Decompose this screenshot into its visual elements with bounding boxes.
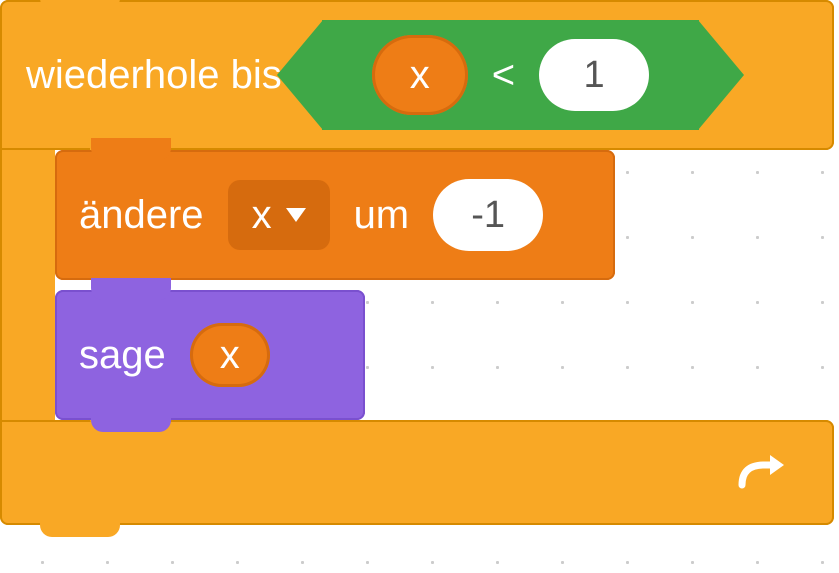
variable-dropdown[interactable]: x (228, 180, 330, 250)
block-notch-out (40, 515, 120, 537)
say-block[interactable]: sage x (55, 290, 365, 420)
block-notch-in (91, 278, 171, 300)
comparison-value: 1 (583, 54, 604, 97)
say-label: sage (79, 333, 166, 378)
change-label-mid: um (354, 193, 410, 238)
repeat-label: wiederhole bis (26, 53, 282, 98)
repeat-until-footer[interactable] (0, 420, 834, 525)
block-stage: wiederhole bis x < 1 (0, 0, 839, 573)
repeat-until-arm (0, 150, 55, 420)
lt-operator-block[interactable]: x < 1 (322, 20, 699, 130)
block-notch-in (91, 138, 171, 160)
block-notch-in (40, 0, 120, 10)
change-variable-block[interactable]: ändere x um -1 (55, 150, 615, 280)
change-label-pre: ändere (79, 193, 204, 238)
lt-operator-symbol: < (492, 53, 515, 98)
repeat-until-block[interactable]: wiederhole bis x < 1 (0, 0, 834, 150)
chevron-down-icon (286, 208, 306, 222)
variable-name: x (220, 333, 240, 378)
variable-x-reporter[interactable]: x (372, 35, 468, 115)
loop-arrow-icon (736, 453, 788, 493)
comparison-value-input[interactable]: 1 (539, 39, 649, 111)
block-notch-out (91, 410, 171, 432)
variable-dropdown-value: x (252, 193, 272, 238)
variable-x-reporter[interactable]: x (190, 323, 270, 387)
repeat-until-header[interactable]: wiederhole bis x < 1 (0, 0, 834, 150)
variable-name: x (410, 53, 430, 98)
change-amount-value: -1 (471, 194, 505, 237)
change-amount-input[interactable]: -1 (433, 179, 543, 251)
